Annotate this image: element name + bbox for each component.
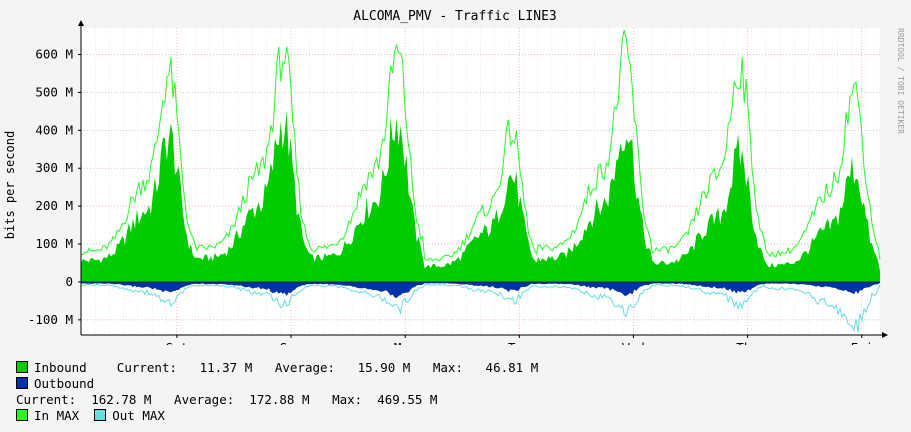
outmax-swatch: [94, 409, 107, 421]
legend-max: In MAX Out MAX: [16, 408, 165, 424]
y-tick-label: 100 M: [35, 236, 73, 251]
x-tick-label: Fri: [850, 340, 873, 345]
x-axis-arrow: [882, 332, 888, 338]
y-tick-label: 500 M: [35, 84, 73, 99]
inmax-label: In MAX: [34, 408, 80, 423]
outbound-label: Outbound: [34, 376, 95, 391]
in-max-line: [80, 30, 881, 262]
x-tick-label: Mon: [394, 340, 417, 345]
y-tick-label: 600 M: [35, 47, 73, 62]
inbound-label: Inbound: [34, 360, 87, 375]
outmax-label: Out MAX: [112, 408, 165, 423]
y-tick-label: 0: [65, 274, 73, 289]
y-tick-label: 200 M: [35, 198, 73, 213]
legend-outbound-stats: Current: 162.78 M Average: 172.88 M Max:…: [16, 392, 437, 408]
x-tick-label: Tue: [508, 340, 531, 345]
x-tick-label: Sun: [280, 340, 303, 345]
outbound-swatch: [16, 377, 28, 389]
y-tick-label: -100 M: [28, 312, 73, 327]
legend-outbound: Outbound: [16, 376, 94, 392]
inbound-swatch: [16, 361, 28, 373]
outbound-area: [81, 281, 880, 299]
data-marks: [80, 30, 881, 333]
out-max-line: [80, 283, 881, 333]
inbound-area: [81, 110, 880, 282]
traffic-chart: ALCOMA_PMV - Traffic LINE3 RRDTOOL / TOB…: [3, 9, 905, 345]
inmax-swatch: [16, 409, 28, 421]
outbound-stats: Current: 162.78 M Average: 172.88 M Max:…: [16, 392, 438, 407]
y-axis-ticks: 600 M 500 M 400 M 300 M 200 M 100 M 0 -100 M: [28, 20, 84, 335]
x-axis-ticks: Sat Sun Mon Tue Wed Thu Fri: [81, 332, 888, 345]
inbound-stats: Current: 11.37 M Average: 15.90 M Max: 4…: [116, 360, 539, 375]
rrdtool-watermark: RRDTOOL / TOBI OETIKER: [896, 28, 905, 134]
x-tick-label: Thu: [736, 340, 759, 345]
chart-title: ALCOMA_PMV - Traffic LINE3: [353, 9, 557, 24]
y-tick-label: 400 M: [35, 122, 73, 137]
x-tick-label: Wed: [622, 340, 645, 345]
legend-inbound: Inbound Current: 11.37 M Average: 15.90 …: [16, 360, 538, 376]
y-axis-arrow: [78, 20, 84, 26]
y-axis-label: bits per second: [3, 131, 17, 239]
x-tick-label: Sat: [166, 340, 189, 345]
y-tick-label: 300 M: [35, 160, 73, 175]
